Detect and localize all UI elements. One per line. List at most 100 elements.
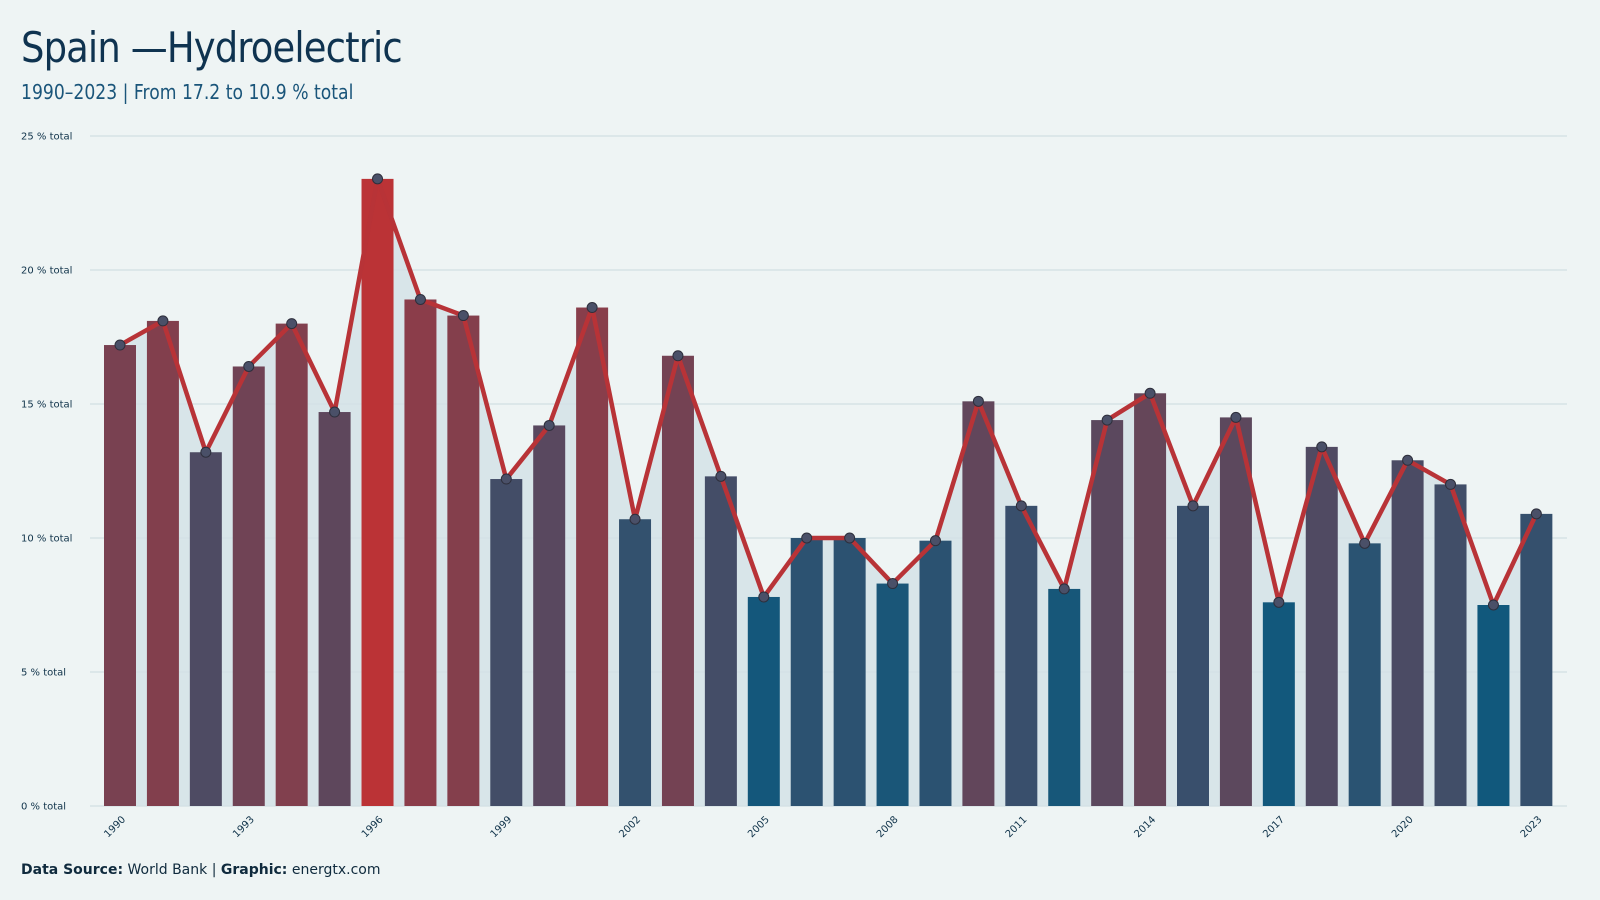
bar (1391, 460, 1424, 806)
data-point (972, 395, 984, 407)
data-point (1230, 411, 1242, 423)
bar (704, 476, 737, 806)
chart-title: Spain —Hydroelectric (21, 23, 403, 72)
data-point (457, 310, 469, 322)
source-label: Data Source: (21, 862, 124, 878)
graphic-value: energtx.com (291, 862, 381, 878)
x-tick-label: 1996 (360, 814, 386, 840)
x-axis-ticks: 1990 1993 1996 1999 2002 2005 2008 2011 2014 2017… (102, 814, 1544, 840)
data-point (929, 535, 941, 547)
data-point (286, 318, 298, 330)
data-point (414, 293, 426, 305)
data-point (1058, 583, 1070, 595)
chart-footer: Data Source: World Bank | Graphic: energ… (21, 861, 380, 879)
bar (747, 596, 780, 806)
x-tick-label: 2011 (1004, 814, 1030, 840)
x-tick-label: 1993 (231, 814, 257, 840)
data-point (672, 350, 684, 362)
data-point (758, 591, 770, 603)
bar (1262, 602, 1295, 806)
x-tick-label: 2008 (875, 814, 901, 840)
y-tick-label: 0 % total (21, 802, 66, 813)
data-point (1445, 478, 1457, 490)
bar (1520, 513, 1553, 806)
series-line (117, 176, 1539, 608)
bar (146, 320, 179, 806)
data-point (372, 173, 384, 185)
x-tick-label: 2020 (1390, 814, 1416, 840)
data-point (500, 473, 512, 485)
data-point (586, 302, 598, 314)
bar (1177, 505, 1209, 806)
bar (361, 178, 394, 806)
x-tick-label: 2005 (746, 814, 772, 840)
y-axis-ticks: 0 % total 5 % total 10 % total 15 % total 20… (21, 132, 72, 813)
bar (1434, 484, 1467, 806)
bar (447, 315, 480, 806)
data-point (157, 315, 169, 327)
footer-separator: | (211, 862, 217, 878)
bar (1005, 505, 1038, 806)
bar (189, 452, 222, 806)
data-point (1144, 387, 1156, 399)
y-tick-label: 10 % total (21, 534, 72, 545)
graphic-label: Graphic: (220, 862, 288, 878)
bar (275, 323, 308, 806)
bar (833, 538, 866, 806)
data-point (1273, 596, 1285, 608)
data-point (114, 339, 126, 351)
y-tick-label: 5 % total (21, 668, 66, 679)
bar (790, 538, 823, 806)
y-tick-label: 25 % total (21, 132, 72, 143)
chart-subtitle: 1990–2023 | From 17.2 to 10.9 % total (21, 80, 354, 104)
bar (919, 540, 952, 806)
x-tick-label: 2023 (1519, 814, 1545, 840)
bar (533, 425, 566, 806)
markers (114, 173, 1542, 611)
data-point (329, 406, 341, 418)
data-point (1530, 508, 1542, 520)
data-point (629, 513, 641, 525)
x-tick-label: 1990 (102, 814, 128, 840)
x-tick-label: 2014 (1132, 814, 1158, 840)
data-point (1402, 454, 1414, 466)
data-point (887, 578, 899, 590)
bar (661, 355, 694, 806)
data-point (1359, 537, 1371, 549)
bar (1477, 605, 1510, 806)
data-point (1187, 500, 1199, 512)
y-tick-label: 15 % total (21, 400, 72, 411)
data-point (1101, 414, 1113, 426)
bar (404, 299, 437, 806)
x-tick-label: 1999 (489, 814, 515, 840)
bar (962, 401, 995, 806)
bar (1305, 446, 1338, 806)
bar (318, 412, 351, 806)
bar (619, 519, 652, 806)
data-point (801, 532, 813, 544)
bar (1048, 588, 1081, 806)
data-point (543, 419, 555, 431)
x-tick-label: 2017 (1261, 814, 1287, 840)
data-point (715, 470, 727, 482)
bar (1219, 417, 1252, 806)
bar (1134, 393, 1167, 806)
data-point (1015, 500, 1027, 512)
bar (490, 479, 523, 806)
x-tick-label: 2002 (617, 814, 643, 840)
bar (232, 366, 265, 806)
data-point (243, 360, 255, 372)
data-point (200, 446, 212, 458)
bar (576, 307, 609, 806)
source-value: World Bank (127, 862, 208, 878)
data-point (1487, 599, 1499, 611)
data-point (844, 532, 856, 544)
bars (104, 178, 1553, 806)
bar (1348, 543, 1381, 806)
y-tick-label: 20 % total (21, 266, 72, 277)
data-point (1316, 441, 1328, 453)
trend-line (117, 176, 1539, 608)
bar (876, 583, 909, 806)
bar (1091, 420, 1124, 806)
